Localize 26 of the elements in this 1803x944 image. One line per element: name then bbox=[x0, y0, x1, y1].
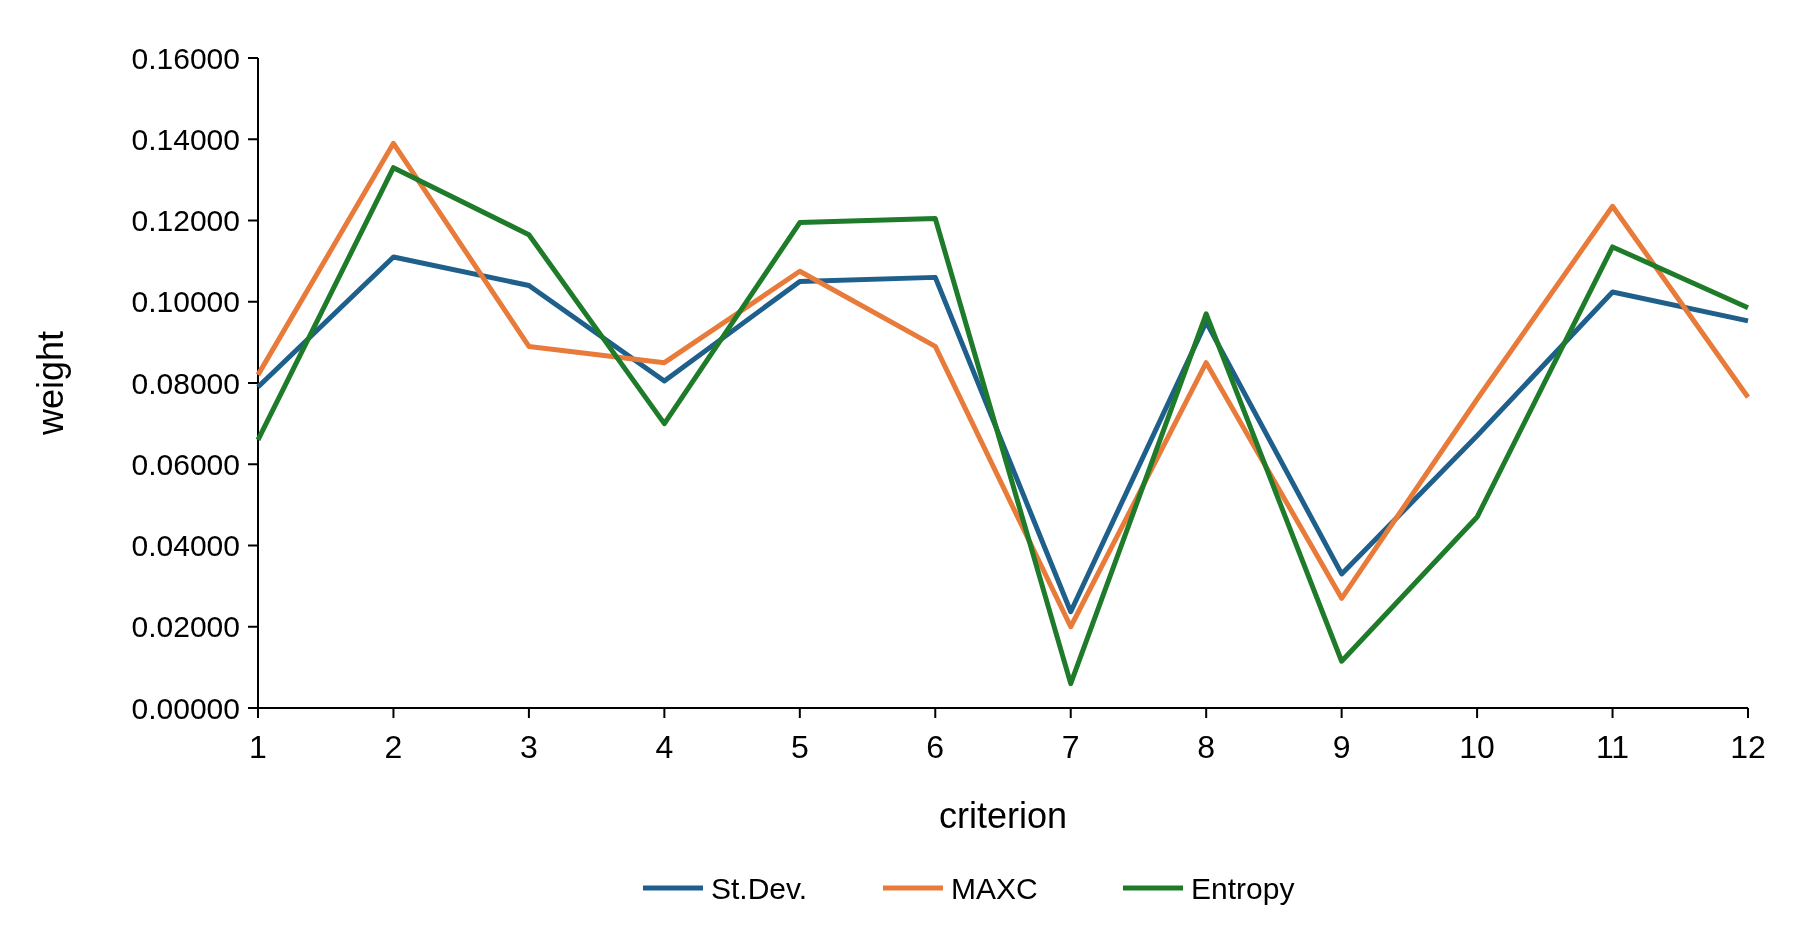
y-tick-label: 0.10000 bbox=[131, 285, 240, 319]
x-axis-title: criterion bbox=[938, 795, 1068, 836]
x-tick-label: 8 bbox=[1197, 729, 1216, 765]
x-tick-label: 1 bbox=[249, 729, 267, 765]
y-tick-label: 0.02000 bbox=[131, 610, 240, 644]
y-tick-label: 0.06000 bbox=[131, 447, 240, 481]
y-tick-label: 0.16000 bbox=[131, 41, 240, 75]
y-tick-label: 0.12000 bbox=[131, 204, 240, 237]
y-axis-title: weight bbox=[30, 330, 71, 437]
x-tick-label: 2 bbox=[384, 729, 403, 765]
x-tick-label: 6 bbox=[926, 729, 945, 765]
y-tick-label: 0.04000 bbox=[131, 529, 240, 562]
x-tick-label: 3 bbox=[520, 729, 538, 765]
legend-label: St.Dev. bbox=[711, 871, 808, 905]
y-tick-label: 0.00000 bbox=[131, 691, 240, 725]
x-tick-label: 10 bbox=[1459, 729, 1495, 765]
legend-label: MAXC bbox=[951, 871, 1038, 905]
x-tick-label: 4 bbox=[655, 729, 674, 765]
x-tick-label: 7 bbox=[1061, 729, 1080, 765]
y-tick-label: 0.08000 bbox=[131, 366, 240, 400]
y-tick-label: 0.14000 bbox=[131, 122, 240, 156]
x-tick-label: 12 bbox=[1730, 729, 1766, 765]
x-tick-label: 5 bbox=[790, 729, 809, 765]
legend-label: Entropy bbox=[1191, 871, 1295, 905]
x-tick-label: 9 bbox=[1332, 729, 1351, 765]
x-tick-label: 11 bbox=[1595, 729, 1630, 765]
